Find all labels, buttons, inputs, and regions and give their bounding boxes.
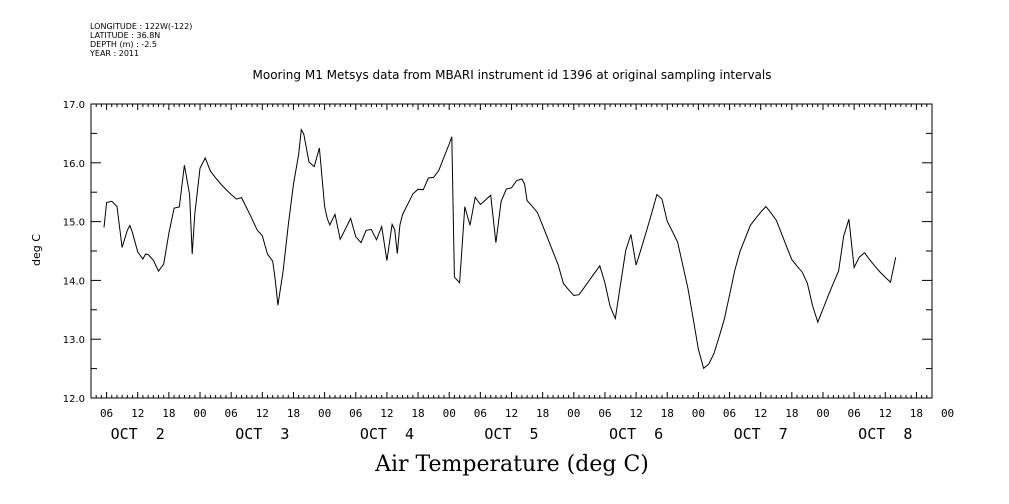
x-tick-label: 12 [380, 407, 393, 420]
year-text: YEAR : 2011 [90, 49, 140, 58]
x-day-label: OCT 3 [235, 425, 289, 443]
y-tick-label: 17.0 [63, 100, 85, 111]
y-axis-label: deg C [30, 234, 43, 266]
x-tick-label: 18 [910, 407, 923, 420]
x-tick-label: 12 [879, 407, 892, 420]
x-day-label: OCT 5 [484, 425, 538, 443]
x-tick-label: 06 [349, 407, 362, 420]
longitude-text: LONGITUDE : 122W(-122) [90, 22, 193, 31]
x-tick-label: 18 [785, 407, 798, 420]
x-tick-label: 06 [598, 407, 611, 420]
x-tick-label: 00 [193, 407, 206, 420]
y-tick-label: 13.0 [63, 335, 85, 346]
x-day-label: OCT 6 [609, 425, 663, 443]
x-tick-label: 12 [256, 407, 269, 420]
x-tick-label: 00 [567, 407, 580, 420]
x-day-label: OCT 8 [858, 425, 912, 443]
footer-title: Air Temperature (deg C) [375, 452, 649, 477]
x-tick-label: 12 [754, 407, 767, 420]
x-tick-label: 12 [131, 407, 144, 420]
x-tick-label: 12 [505, 407, 518, 420]
x-day-label: OCT 2 [111, 425, 165, 443]
y-tick-label: 14.0 [63, 276, 85, 287]
y-tick-label: 12.0 [63, 394, 85, 405]
series-group [103, 127, 897, 370]
x-tick-label: 06 [225, 407, 238, 420]
x-tick-label: 00 [692, 407, 705, 420]
y-tick-label: 16.0 [63, 159, 85, 170]
axes-group: 12.0 13.0 14.0 15.0 16.0 17.0 06 12 18 00 06 12 18 00… [63, 100, 954, 443]
x-tick-label: 18 [411, 407, 424, 420]
plot-frame [90, 103, 933, 399]
metadata-block: LONGITUDE : 122W(-122) LATITUDE : 36.8N … [90, 22, 192, 58]
x-day-label: OCT 7 [734, 425, 788, 443]
x-tick-label: 00 [443, 407, 456, 420]
x-tick-label: 18 [536, 407, 549, 420]
x-tick-label: 00 [816, 407, 829, 420]
x-tick-label: 06 [848, 407, 861, 420]
chart-title: Mooring M1 Metsys data from MBARI instru… [252, 68, 772, 82]
depth-text: DEPTH (m) : -2.5 [90, 40, 157, 49]
x-day-label: OCT 4 [360, 425, 414, 443]
y-tick-label: 15.0 [63, 218, 85, 229]
x-tick-label: 18 [287, 407, 300, 420]
series-line [103, 127, 897, 370]
x-tick-label: 18 [162, 407, 175, 420]
x-tick-label: 06 [100, 407, 113, 420]
x-tick-label: 00 [318, 407, 331, 420]
x-tick-label: 18 [661, 407, 674, 420]
x-tick-label: 06 [723, 407, 736, 420]
x-tick-label: 12 [629, 407, 642, 420]
x-tick-label: 00 [941, 407, 954, 420]
x-tick-label: 06 [474, 407, 487, 420]
latitude-text: LATITUDE : 36.8N [90, 31, 161, 40]
